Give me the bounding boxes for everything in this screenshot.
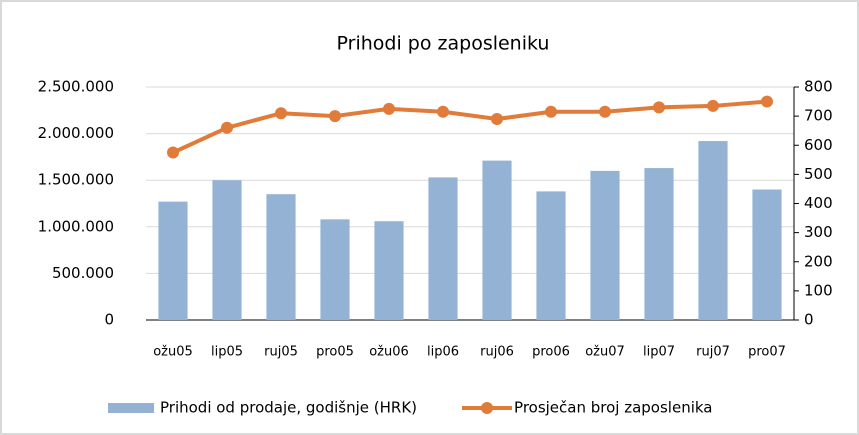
bar: [590, 170, 620, 320]
y2-tick-label: 600: [804, 136, 833, 154]
x-tick-label: ožu06: [369, 345, 409, 360]
legend-swatch: [481, 402, 494, 414]
bar: [698, 141, 728, 320]
x-tick-label: lip06: [427, 345, 459, 360]
line-point: [545, 105, 557, 118]
x-tick-label: ruj05: [264, 345, 298, 360]
bar: [428, 177, 458, 320]
bar: [752, 189, 782, 320]
x-tick-label: lip05: [211, 345, 243, 360]
line-point: [275, 107, 287, 120]
x-tick-label: ruj06: [480, 345, 514, 360]
x-tick-label: ruj07: [696, 345, 730, 360]
legend-label: Prosječan broj zaposlenika: [514, 399, 712, 417]
line-point: [491, 113, 503, 126]
line-point: [707, 99, 719, 112]
line-point: [437, 105, 449, 118]
bar: [644, 168, 674, 320]
legend-label: Prihodi od prodaje, godišnje (HRK): [160, 399, 417, 417]
y2-tick-label: 400: [804, 194, 833, 212]
x-tick-label: pro05: [316, 345, 354, 360]
line-point: [761, 95, 773, 108]
bar: [320, 219, 350, 320]
bar: [536, 191, 566, 320]
x-tick-label: ožu07: [585, 345, 625, 360]
y2-tick-label: 500: [804, 165, 833, 183]
bar: [212, 180, 242, 320]
y2-tick-label: 200: [804, 252, 833, 270]
bar: [266, 194, 296, 320]
bar: [158, 201, 188, 320]
y-tick-label: 1.000.000: [38, 217, 114, 235]
bar: [374, 221, 404, 320]
y2-tick-label: 0: [804, 311, 814, 329]
bar: [482, 160, 512, 320]
y-tick-label: 500.000: [52, 264, 114, 282]
y2-tick-label: 100: [804, 281, 833, 299]
x-tick-label: lip07: [643, 345, 675, 360]
chart-title: Prihodi po zaposleniku: [337, 33, 550, 55]
y2-tick-label: 700: [804, 107, 833, 125]
line-point: [383, 102, 395, 115]
line-point: [221, 121, 233, 134]
line-point: [329, 110, 341, 123]
line-point: [653, 101, 665, 114]
y-tick-label: 2.000.000: [38, 124, 114, 142]
legend-swatch: [108, 403, 154, 413]
x-tick-label: pro06: [532, 345, 570, 360]
y-tick-label: 1.500.000: [38, 171, 114, 189]
y-tick-label: 2.500.000: [38, 78, 114, 96]
x-tick-label: pro07: [748, 345, 786, 360]
x-tick-label: ožu05: [153, 345, 193, 360]
y2-tick-label: 800: [804, 78, 833, 96]
y-tick-label: 0: [104, 311, 114, 329]
line-point: [167, 146, 179, 159]
line-point: [599, 105, 611, 118]
y2-tick-label: 300: [804, 223, 833, 241]
line: [172, 99, 768, 155]
